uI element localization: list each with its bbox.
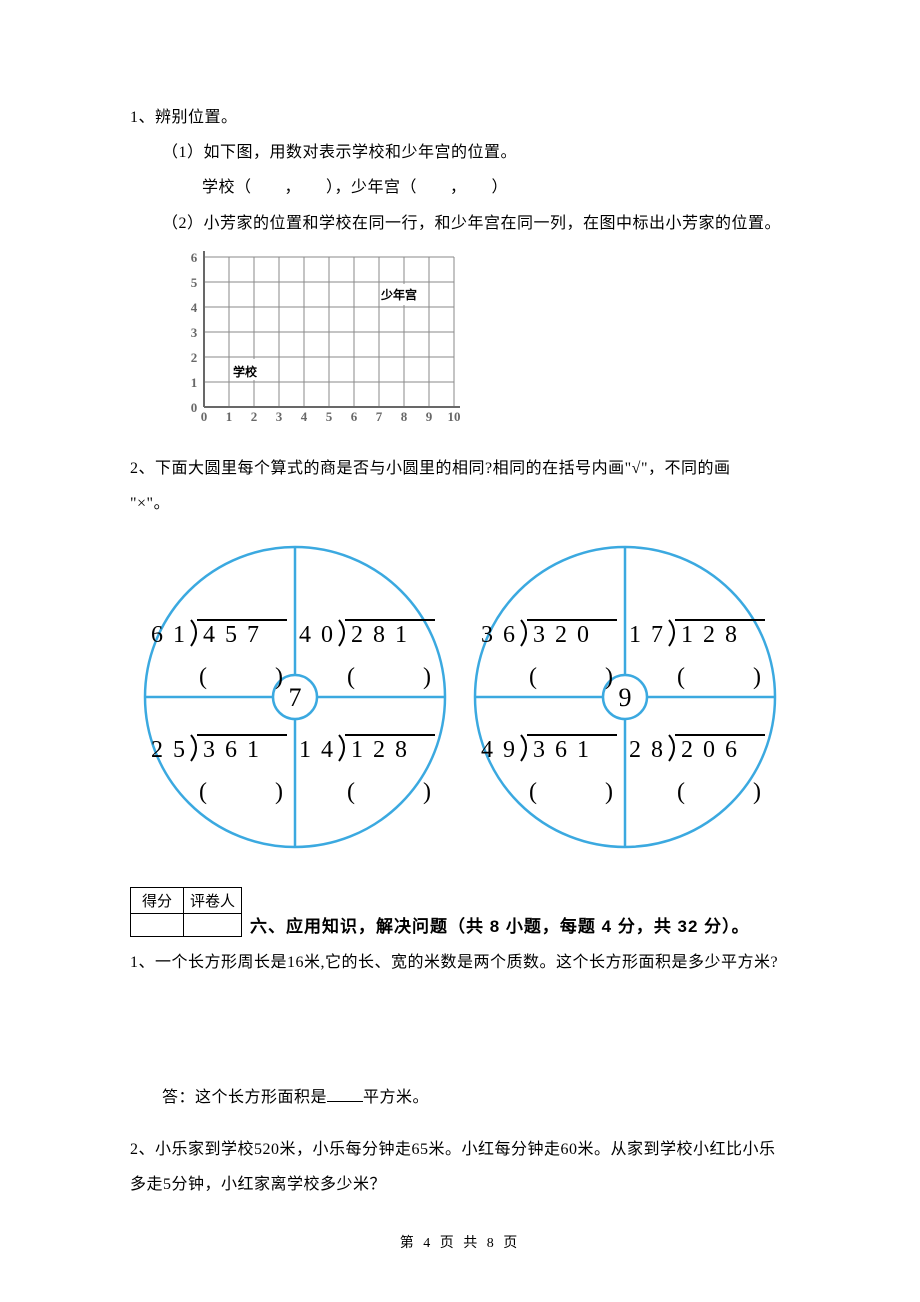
svg-text:5: 5 bbox=[191, 275, 198, 290]
svg-text:): ) bbox=[423, 664, 431, 690]
svg-text:7: 7 bbox=[289, 683, 302, 712]
svg-text:2: 2 bbox=[251, 409, 258, 424]
svg-text:4: 4 bbox=[191, 300, 198, 315]
score-h1: 得分 bbox=[131, 888, 184, 914]
page: 1、辨别位置。 （1）如下图，用数对表示学校和少年宫的位置。 学校（ ， ），少… bbox=[0, 0, 920, 1302]
p2-text: 小乐家到学校520米，小乐每分钟走65米。小红每分钟走60米。从家到学校小红比小… bbox=[130, 1141, 776, 1193]
score-cell-1 bbox=[131, 914, 184, 937]
svg-text:(: ( bbox=[347, 664, 355, 690]
svg-text:): ) bbox=[605, 664, 613, 690]
grid-chart: 0 1 2 3 4 5 6 7 8 9 10 0 1 2 3 4 5 6 学校 少年宫 bbox=[130, 247, 790, 427]
svg-text:10: 10 bbox=[448, 409, 461, 424]
svg-text:9: 9 bbox=[619, 683, 632, 712]
svg-text:1: 1 bbox=[191, 375, 198, 390]
q2-check: "√" bbox=[625, 460, 648, 477]
svg-text:3: 3 bbox=[191, 325, 198, 340]
svg-text:(: ( bbox=[529, 664, 537, 690]
svg-text:3 6 1: 3 6 1 bbox=[203, 737, 261, 763]
svg-text:1: 1 bbox=[226, 409, 233, 424]
svg-text:): ) bbox=[753, 664, 761, 690]
score-cell-2 bbox=[184, 914, 242, 937]
p2-line: 2、小乐家到学校520米，小乐每分钟走65米。小红每分钟走60米。从家到学校小红… bbox=[130, 1132, 790, 1202]
svg-text:8: 8 bbox=[401, 409, 408, 424]
circles-wrap: 7 6 1 4 5 7 () 4 0 2 8 1 () 2 5 3 6 1 () 1 4 1 2 8 (… bbox=[130, 537, 790, 857]
q1-sub2: （2）小芳家的位置和学校在同一行，和少年宫在同一列，在图中标出小芳家的位置。 bbox=[130, 206, 790, 241]
circle-left: 7 6 1 4 5 7 () 4 0 2 8 1 () 2 5 3 6 1 () 1 4 1 2 8 (… bbox=[130, 537, 460, 857]
svg-text:少年宫: 少年宫 bbox=[380, 287, 417, 302]
p1-line: 1、一个长方形周长是16米,它的长、宽的米数是两个质数。这个长方形面积是多少平方… bbox=[130, 945, 790, 980]
svg-text:): ) bbox=[275, 664, 283, 690]
score-h2: 评卷人 bbox=[184, 888, 242, 914]
svg-text:(: ( bbox=[199, 779, 207, 805]
svg-text:6: 6 bbox=[191, 250, 198, 265]
svg-text:学校: 学校 bbox=[233, 364, 258, 379]
svg-text:(: ( bbox=[677, 779, 685, 805]
svg-text:(: ( bbox=[677, 664, 685, 690]
svg-text:): ) bbox=[753, 779, 761, 805]
q1-title: 辨别位置。 bbox=[155, 109, 238, 126]
svg-text:2 8: 2 8 bbox=[629, 737, 665, 763]
q2-cross: "×"。 bbox=[130, 495, 170, 512]
svg-text:5: 5 bbox=[326, 409, 333, 424]
svg-text:): ) bbox=[423, 779, 431, 805]
q1-sub1: （1）如下图，用数对表示学校和少年宫的位置。 bbox=[130, 135, 790, 170]
p1-text: 一个长方形周长是16米,它的长、宽的米数是两个质数。这个长方形面积是多少平方米? bbox=[155, 954, 778, 971]
svg-text:3 2 0: 3 2 0 bbox=[533, 622, 591, 648]
svg-text:2 8 1: 2 8 1 bbox=[351, 622, 409, 648]
p1-answer-prefix: 答：这个长方形面积是 bbox=[162, 1089, 327, 1106]
svg-text:4: 4 bbox=[301, 409, 308, 424]
p1-blank bbox=[327, 1084, 363, 1103]
svg-text:1 7: 1 7 bbox=[629, 622, 665, 648]
svg-text:2: 2 bbox=[191, 350, 198, 365]
score-table: 得分 评卷人 bbox=[130, 887, 242, 937]
circle-right: 9 3 6 3 2 0 () 1 7 1 2 8 () 4 9 3 6 1 () 2 8 2 0 6 (… bbox=[460, 537, 790, 857]
svg-text:3: 3 bbox=[276, 409, 283, 424]
svg-text:1 2 8: 1 2 8 bbox=[681, 622, 739, 648]
svg-text:9: 9 bbox=[426, 409, 433, 424]
svg-text:4 0: 4 0 bbox=[299, 622, 335, 648]
svg-text:2 5: 2 5 bbox=[151, 737, 187, 763]
q1-blanks: 学校（ ， ），少年宫（ ， ） bbox=[130, 170, 790, 205]
q1-number: 1、 bbox=[130, 109, 155, 126]
p1-answer-suffix: 平方米。 bbox=[363, 1089, 429, 1106]
svg-text:0: 0 bbox=[191, 400, 198, 415]
svg-text:0: 0 bbox=[201, 409, 208, 424]
svg-text:7: 7 bbox=[376, 409, 383, 424]
svg-text:(: ( bbox=[199, 664, 207, 690]
grid-svg: 0 1 2 3 4 5 6 7 8 9 10 0 1 2 3 4 5 6 学校 少年宫 bbox=[170, 247, 470, 427]
svg-text:): ) bbox=[275, 779, 283, 805]
p1-answer: 答：这个长方形面积是 平方米。 bbox=[130, 1080, 790, 1115]
svg-text:6: 6 bbox=[351, 409, 358, 424]
page-footer: 第 4 页 共 8 页 bbox=[130, 1232, 790, 1252]
section6-title: 六、应用知识，解决问题（共 8 小题，每题 4 分，共 32 分）。 bbox=[250, 912, 750, 937]
svg-text:4 5 7: 4 5 7 bbox=[203, 622, 261, 648]
svg-text:4 9: 4 9 bbox=[481, 737, 517, 763]
svg-text:3 6: 3 6 bbox=[481, 622, 517, 648]
q2-number: 2、 bbox=[130, 460, 155, 477]
svg-text:1 4: 1 4 bbox=[299, 737, 335, 763]
svg-text:6 1: 6 1 bbox=[151, 622, 187, 648]
score-and-section: 得分 评卷人 六、应用知识，解决问题（共 8 小题，每题 4 分，共 32 分）… bbox=[130, 887, 790, 937]
svg-text:1 2 8: 1 2 8 bbox=[351, 737, 409, 763]
q2-instruction: 2、下面大圆里每个算式的商是否与小圆里的相同?相同的在括号内画"√"，不同的画 "… bbox=[130, 451, 790, 521]
svg-text:2 0 6: 2 0 6 bbox=[681, 737, 739, 763]
svg-text:(: ( bbox=[347, 779, 355, 805]
svg-text:): ) bbox=[605, 779, 613, 805]
q1-line-title: 1、辨别位置。 bbox=[130, 100, 790, 135]
q2-instr-b: ，不同的画 bbox=[648, 460, 731, 477]
q2-instr-a: 下面大圆里每个算式的商是否与小圆里的相同?相同的在括号内画 bbox=[155, 460, 625, 477]
p2-number: 2、 bbox=[130, 1141, 155, 1158]
p1-number: 1、 bbox=[130, 954, 155, 971]
svg-text:(: ( bbox=[529, 779, 537, 805]
svg-text:3 6 1: 3 6 1 bbox=[533, 737, 591, 763]
